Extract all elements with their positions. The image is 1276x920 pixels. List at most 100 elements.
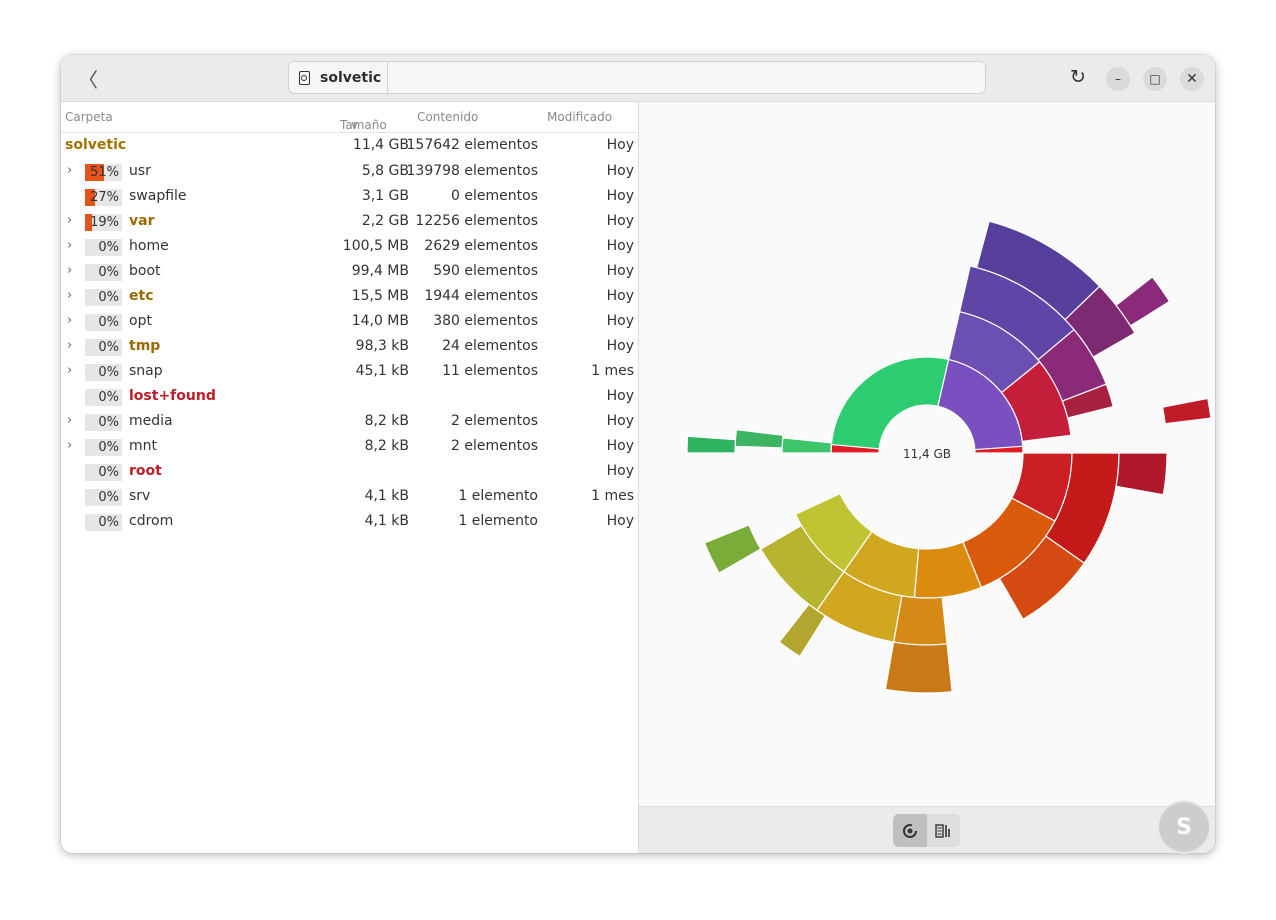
ring-segment[interactable] [1064,285,1136,358]
folder-name: mnt [129,438,157,454]
folder-size: 15,5 MB [351,288,409,304]
folder-contents: 2629 elementos [424,238,538,254]
chart-pane: 11,4 GB [639,102,1215,806]
folder-modified: Hoy [606,238,634,254]
folder-row[interactable]: › 51% usr 5,8 GB 139798 elementos Hoy [61,160,638,185]
folder-row[interactable]: 0% root Hoy [61,460,638,485]
root-size: 11,4 GB [352,137,409,153]
refresh-button[interactable]: ↻ [1066,65,1090,89]
ring-segment[interactable] [1061,383,1115,419]
ring-segment[interactable] [703,524,762,574]
folder-size: 45,1 kB [355,363,409,379]
folder-row[interactable]: › 0% snap 45,1 kB 11 elementos 1 mes [61,360,638,385]
usage-percent-text: 0% [98,340,119,355]
usage-percent-text: 0% [98,415,119,430]
rings-chart-icon [902,823,917,838]
rings-view-button[interactable] [893,814,927,847]
folder-row[interactable]: › 0% media 8,2 kB 2 elementos Hoy [61,410,638,435]
folder-name: snap [129,363,163,379]
folder-name: boot [129,263,161,279]
ring-segment[interactable] [686,435,737,454]
folder-row[interactable]: › 0% home 100,5 MB 2629 elementos Hoy [61,235,638,260]
minimize-button[interactable]: – [1106,67,1130,91]
column-header-contents[interactable]: Contenido [417,110,479,124]
column-header-folder[interactable]: Carpeta [65,110,113,124]
folder-row[interactable]: › 19% var 2,2 GB 12256 elementos Hoy [61,210,638,235]
folder-size: 5,8 GB [361,163,409,179]
folder-size: 2,2 GB [361,213,409,229]
folder-name: media [129,413,173,429]
ring-segment[interactable] [1115,276,1171,327]
ring-segment[interactable] [1161,397,1212,425]
back-button[interactable]: 〈 [73,63,103,93]
ring-segment[interactable] [759,524,845,612]
usage-percent-text: 0% [98,490,119,505]
ring-segment[interactable] [1115,452,1168,496]
ring-segment[interactable] [830,356,950,450]
ring-segment[interactable] [892,595,948,646]
close-button[interactable]: ✕ [1180,67,1204,91]
folder-contents: 2 elementos [451,413,538,429]
expand-chevron-icon[interactable]: › [67,163,73,178]
expand-chevron-icon[interactable]: › [67,438,73,453]
ring-segment[interactable] [734,428,784,449]
header-bar: 〈 solvetic ↻ – □ ✕ [61,55,1215,102]
usage-percent-fill [85,189,95,206]
root-row[interactable]: solvetic 11,4 GB 157642 elementos Hoy [61,135,638,157]
folder-contents: 590 elementos [433,263,538,279]
folder-row[interactable]: 0% cdrom 4,1 kB 1 elemento Hoy [61,510,638,535]
path-segment-solvetic[interactable]: solvetic [289,62,388,93]
folder-row[interactable]: › 0% boot 99,4 MB 590 elementos Hoy [61,260,638,285]
chevron-left-icon: 〈 [78,67,98,92]
root-name: solvetic [65,137,127,153]
treemap-view-button[interactable] [927,814,961,847]
usage-percent-text: 0% [98,390,119,405]
rings-chart[interactable]: 11,4 GB [639,102,1215,806]
expand-chevron-icon[interactable]: › [67,338,73,353]
folder-row[interactable]: › 0% mnt 8,2 kB 2 elementos Hoy [61,435,638,460]
folder-name: swapfile [129,188,187,204]
usage-percent-fill [85,164,104,181]
folder-contents: 380 elementos [433,313,538,329]
expand-chevron-icon[interactable]: › [67,263,73,278]
folder-name: tmp [129,338,161,354]
folder-row[interactable]: › 0% opt 14,0 MB 380 elementos Hoy [61,310,638,335]
ring-segment[interactable] [998,535,1086,621]
folder-row[interactable]: 27% swapfile 3,1 GB 0 elementos Hoy [61,185,638,210]
folder-row[interactable]: 0% lost+found Hoy [61,385,638,410]
column-header-modified[interactable]: Modificado [547,110,613,124]
folder-name: home [129,238,169,254]
expand-chevron-icon[interactable]: › [67,238,73,253]
maximize-button[interactable]: □ [1143,67,1167,91]
folder-size: 8,2 kB [364,438,409,454]
folder-list-pane: Carpeta Tamaño ∨ Contenido Modificado sol… [61,102,639,853]
folder-name: opt [129,313,152,329]
usage-percent-text: 0% [98,515,119,530]
expand-chevron-icon[interactable]: › [67,413,73,428]
path-bar[interactable]: solvetic [288,61,986,94]
folder-modified: Hoy [606,463,634,479]
expand-chevron-icon[interactable]: › [67,313,73,328]
folder-row[interactable]: 0% srv 4,1 kB 1 elemento 1 mes [61,485,638,510]
folder-contents: 1944 elementos [424,288,538,304]
usage-percent-text: 0% [98,365,119,380]
usage-percent-bar: 0% [85,289,122,306]
treemap-chart-icon [935,823,951,838]
folder-modified: Hoy [606,188,634,204]
usage-percent-text: 27% [90,190,119,205]
folder-contents: 139798 elementos [406,163,538,179]
expand-chevron-icon[interactable]: › [67,363,73,378]
folder-contents: 11 elementos [442,363,538,379]
usage-percent-bar: 0% [85,339,122,356]
ring-segment[interactable] [884,641,953,694]
usage-percent-bar: 0% [85,389,122,406]
usage-percent-bar: 0% [85,414,122,431]
app-window: 〈 solvetic ↻ – □ ✕ Carpeta Tamaño ∨ Conte… [61,55,1215,853]
ring-segment[interactable] [781,437,833,454]
expand-chevron-icon[interactable]: › [67,288,73,303]
expand-chevron-icon[interactable]: › [67,213,73,228]
folder-size: 98,3 kB [355,338,409,354]
folder-row[interactable]: › 0% etc 15,5 MB 1944 elementos Hoy [61,285,638,310]
folder-row[interactable]: › 0% tmp 98,3 kB 24 elementos Hoy [61,335,638,360]
ring-segment[interactable] [778,603,827,658]
